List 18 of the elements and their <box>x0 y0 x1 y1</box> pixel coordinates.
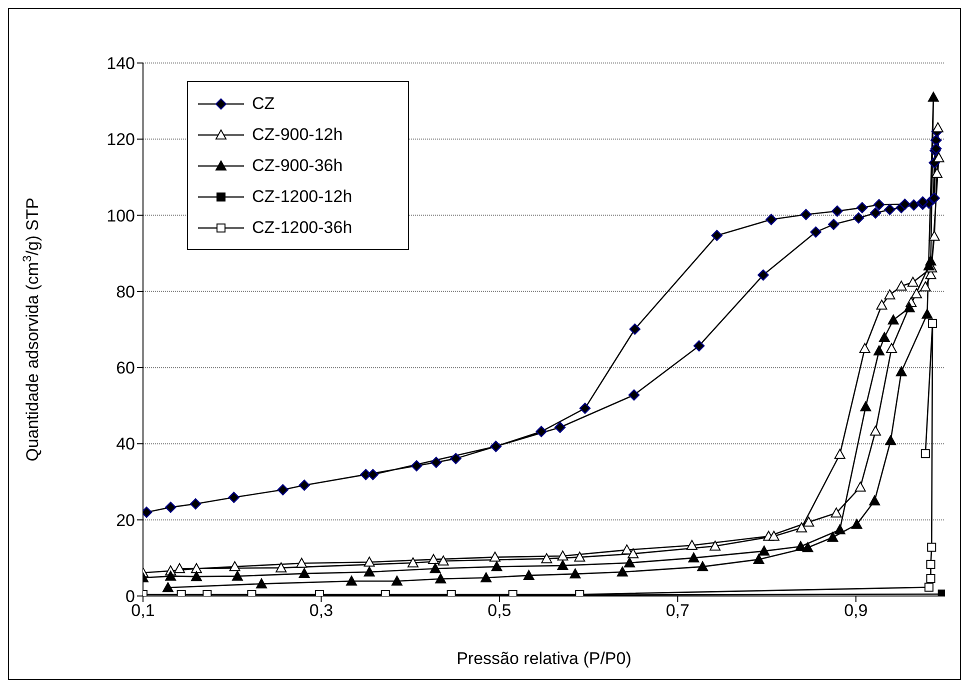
y-tick-label: 120 <box>106 130 135 150</box>
x-tick-label: 0,7 <box>666 601 690 620</box>
x-axis-title: Pressão relativa (P/P0) <box>456 649 632 668</box>
x-tick-label: 0,5 <box>488 601 512 620</box>
legend-label: CZ-900-36h <box>252 156 343 176</box>
y-tick-label: 40 <box>116 434 135 454</box>
legend-label: CZ-900-12h <box>252 124 343 144</box>
y-tick-label: 100 <box>106 206 135 226</box>
x-tick-label: 0,3 <box>309 601 334 620</box>
legend-label: CZ-1200-12h <box>252 186 352 206</box>
legend-label: CZ-1200-36h <box>252 218 352 238</box>
y-tick-label: 20 <box>116 510 135 530</box>
legend-label: CZ <box>252 94 275 114</box>
y-tick-label: 80 <box>116 282 135 302</box>
y-tick-label: 140 <box>106 54 135 74</box>
x-tick-label: 0,1 <box>131 601 155 620</box>
x-tick-label: 0,9 <box>844 601 868 620</box>
y-tick-label: 60 <box>116 358 135 378</box>
